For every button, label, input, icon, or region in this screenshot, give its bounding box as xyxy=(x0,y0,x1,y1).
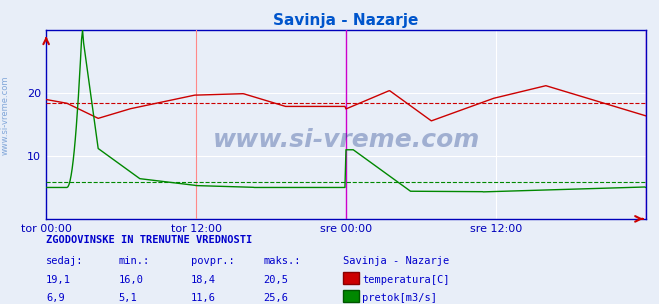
Text: www.si-vreme.com: www.si-vreme.com xyxy=(1,76,10,155)
Text: 16,0: 16,0 xyxy=(119,275,144,285)
Text: pretok[m3/s]: pretok[m3/s] xyxy=(362,293,438,303)
Text: sedaj:: sedaj: xyxy=(46,257,84,267)
Text: povpr.:: povpr.: xyxy=(191,257,235,267)
Text: maks.:: maks.: xyxy=(264,257,301,267)
Text: 19,1: 19,1 xyxy=(46,275,71,285)
Text: 20,5: 20,5 xyxy=(264,275,289,285)
Text: ZGODOVINSKE IN TRENUTNE VREDNOSTI: ZGODOVINSKE IN TRENUTNE VREDNOSTI xyxy=(46,235,252,245)
Text: temperatura[C]: temperatura[C] xyxy=(362,275,450,285)
Text: 18,4: 18,4 xyxy=(191,275,216,285)
Title: Savinja - Nazarje: Savinja - Nazarje xyxy=(273,13,418,28)
Text: 11,6: 11,6 xyxy=(191,293,216,303)
Text: 5,1: 5,1 xyxy=(119,293,137,303)
Text: 6,9: 6,9 xyxy=(46,293,65,303)
Text: 25,6: 25,6 xyxy=(264,293,289,303)
Text: Savinja - Nazarje: Savinja - Nazarje xyxy=(343,257,449,267)
Text: www.si-vreme.com: www.si-vreme.com xyxy=(212,128,480,152)
Text: min.:: min.: xyxy=(119,257,150,267)
